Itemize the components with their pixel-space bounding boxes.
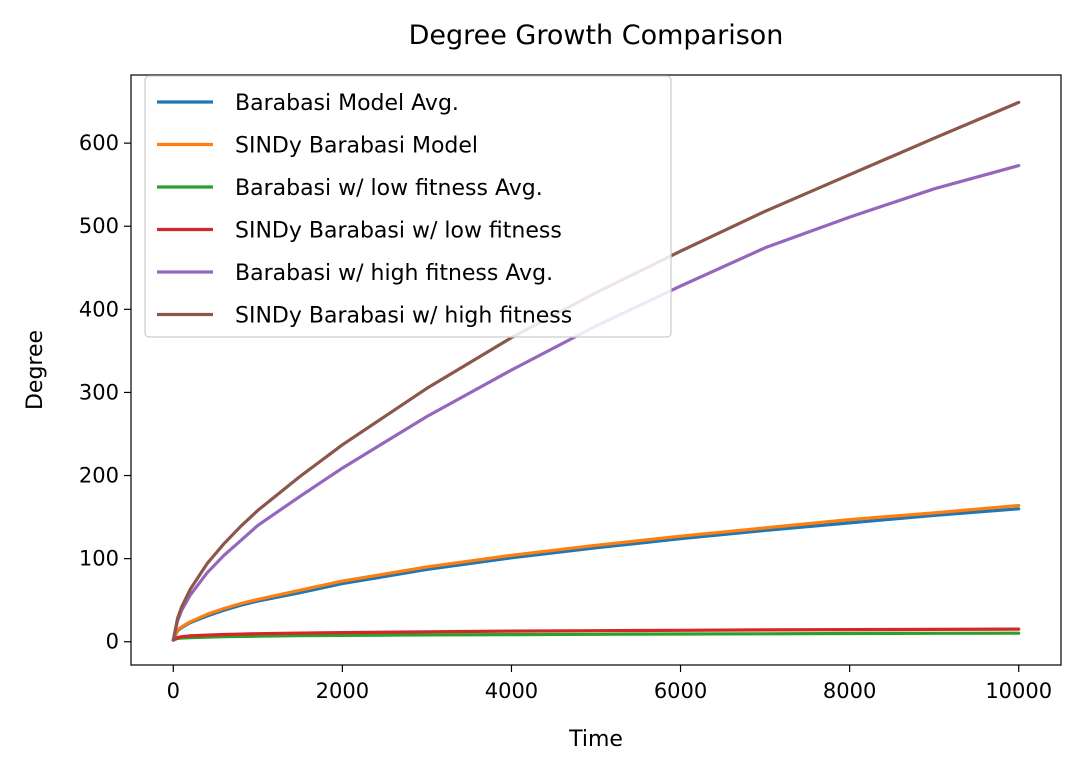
x-tick-label: 0 <box>167 679 180 703</box>
series-line-2 <box>171 503 1021 642</box>
chart-title: Degree Growth Comparison <box>409 20 784 51</box>
y-tick-label: 100 <box>79 547 119 571</box>
y-tick-label: 200 <box>79 464 119 488</box>
y-axis-label: Degree <box>23 330 48 410</box>
y-tick-label: 300 <box>79 380 119 404</box>
legend-box <box>144 75 672 338</box>
y-ticks: 0 100 200 300 400 500 600 <box>79 131 131 654</box>
series-line-5 <box>171 164 1021 642</box>
plot-frame <box>130 74 1062 666</box>
y-tick-label: 0 <box>106 630 119 654</box>
x-tick-label: 6000 <box>654 679 707 703</box>
x-ticks: 0 2000 4000 6000 8000 10000 <box>167 665 1052 703</box>
series-line-4 <box>171 627 1021 642</box>
series-line-6 <box>171 100 1021 642</box>
x-tick-label: 10000 <box>985 679 1052 703</box>
y-tick-label: 400 <box>79 297 119 321</box>
legend-label: Barabasi w/ high fitness Avg. <box>235 261 553 286</box>
legend-label: SINDy Barabasi w/ low fitness <box>235 219 562 244</box>
legend-label: SINDy Barabasi w/ high fitness <box>235 304 572 329</box>
x-axis-label: Time <box>568 727 623 752</box>
y-tick-label: 600 <box>79 131 119 155</box>
legend-label: Barabasi Model Avg. <box>235 91 459 116</box>
legend: Barabasi Model Avg. SINDy Barabasi Model B… <box>144 75 672 338</box>
series-layer <box>171 100 1021 642</box>
legend-label: SINDy Barabasi Model <box>235 134 478 159</box>
series-line-3 <box>171 631 1021 642</box>
x-tick-label: 4000 <box>485 679 538 703</box>
x-tick-label: 2000 <box>316 679 369 703</box>
y-tick-label: 500 <box>79 214 119 238</box>
legend-label: Barabasi w/ low fitness Avg. <box>235 176 543 201</box>
x-tick-label: 8000 <box>823 679 876 703</box>
